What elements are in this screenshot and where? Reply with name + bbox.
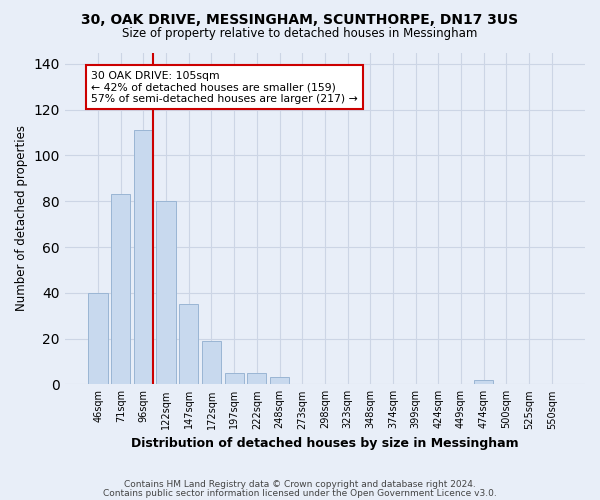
Bar bbox=[88, 293, 108, 384]
Bar bbox=[134, 130, 153, 384]
Bar bbox=[202, 341, 221, 384]
Bar bbox=[224, 373, 244, 384]
Bar bbox=[111, 194, 130, 384]
Bar bbox=[247, 373, 266, 384]
Bar bbox=[474, 380, 493, 384]
Text: Size of property relative to detached houses in Messingham: Size of property relative to detached ho… bbox=[122, 28, 478, 40]
Text: 30 OAK DRIVE: 105sqm
← 42% of detached houses are smaller (159)
57% of semi-deta: 30 OAK DRIVE: 105sqm ← 42% of detached h… bbox=[91, 71, 358, 104]
Bar bbox=[179, 304, 199, 384]
Bar bbox=[157, 201, 176, 384]
Bar bbox=[270, 378, 289, 384]
Text: 30, OAK DRIVE, MESSINGHAM, SCUNTHORPE, DN17 3US: 30, OAK DRIVE, MESSINGHAM, SCUNTHORPE, D… bbox=[82, 12, 518, 26]
Text: Contains public sector information licensed under the Open Government Licence v3: Contains public sector information licen… bbox=[103, 490, 497, 498]
Text: Contains HM Land Registry data © Crown copyright and database right 2024.: Contains HM Land Registry data © Crown c… bbox=[124, 480, 476, 489]
Y-axis label: Number of detached properties: Number of detached properties bbox=[15, 126, 28, 312]
X-axis label: Distribution of detached houses by size in Messingham: Distribution of detached houses by size … bbox=[131, 437, 519, 450]
